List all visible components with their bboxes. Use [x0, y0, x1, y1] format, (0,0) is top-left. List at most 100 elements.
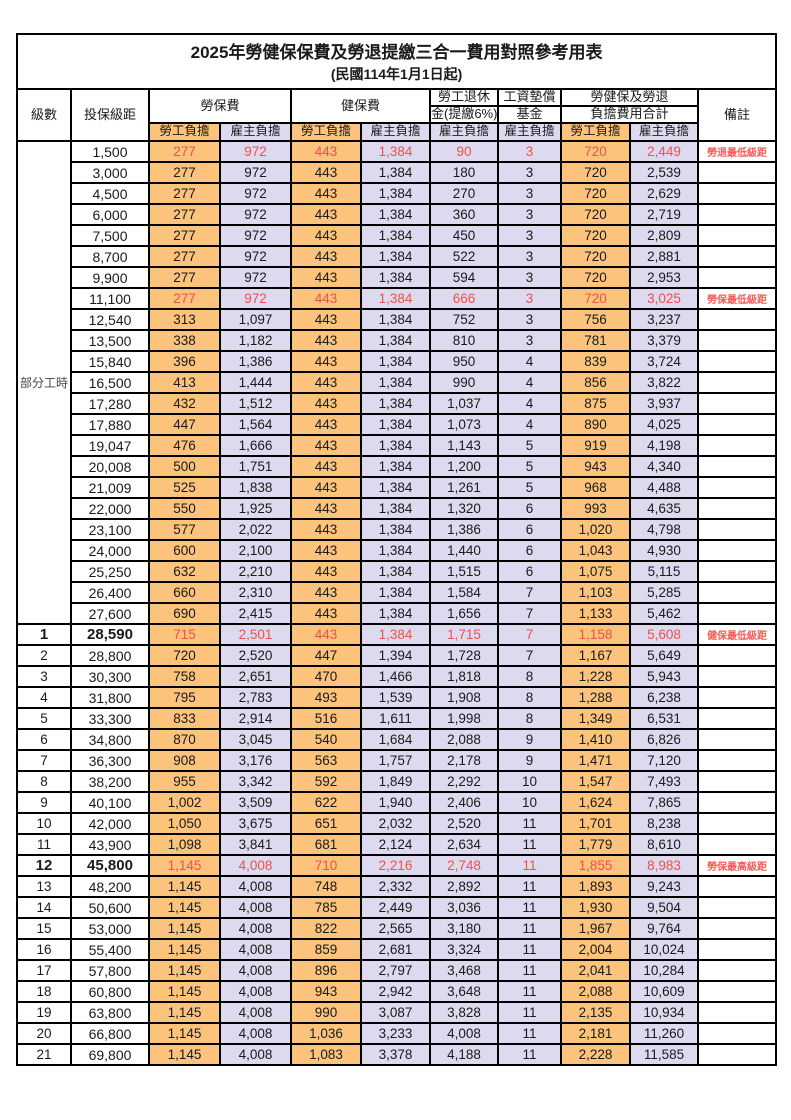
table-row: 13,500 338 1,182 443 1,384 810 3 781 3,379	[17, 329, 778, 352]
total-employee-cell: 720	[560, 266, 631, 289]
pension-employer-cell: 1,715	[429, 623, 499, 646]
labor-fee-employer-cell: 3,176	[219, 749, 292, 772]
wage-fund-employer-cell: 4	[497, 392, 562, 415]
bracket-cell: 36,300	[70, 749, 150, 772]
total-employer-cell: 4,340	[629, 455, 699, 478]
health-fee-employee-cell: 443	[290, 287, 362, 310]
labor-fee-employer-cell: 972	[219, 224, 292, 247]
remark-cell	[696, 728, 778, 751]
health-fee-employee-cell: 443	[290, 539, 362, 562]
bracket-cell: 55,400	[70, 938, 150, 961]
pension-employer-cell: 1,998	[429, 707, 499, 730]
pension-employer-cell: 1,656	[429, 602, 499, 625]
labor-fee-employee-cell: 690	[148, 602, 221, 625]
col-header-pension-line1: 勞工退休	[429, 88, 499, 107]
remark-cell	[696, 308, 778, 331]
health-fee-employer-cell: 2,942	[360, 980, 431, 1003]
page-title: 2025年勞健保保費及勞退提繳三合一費用對照參考用表	[190, 42, 603, 62]
labor-fee-employee-cell: 277	[148, 140, 221, 163]
health-fee-employer-cell: 1,384	[360, 623, 431, 646]
bracket-cell: 13,500	[70, 329, 150, 352]
total-employee-cell: 875	[560, 392, 631, 415]
labor-fee-employee-cell: 600	[148, 539, 221, 562]
health-fee-employer-cell: 2,565	[360, 917, 431, 940]
total-employee-cell: 1,855	[560, 854, 631, 877]
wage-fund-employer-cell: 10	[497, 791, 562, 814]
fee-reference-table: 2025年勞健保保費及勞退提繳三合一費用對照參考用表 (民國114年1月1日起)…	[15, 33, 778, 1066]
table-row: 9 40,100 1,002 3,509 622 1,940 2,406 10 1,624 7,8…	[16, 791, 778, 814]
remark-cell	[696, 161, 778, 184]
total-employer-cell: 2,629	[629, 182, 699, 205]
labor-fee-employee-cell: 660	[148, 581, 221, 604]
bracket-cell: 28,590	[70, 623, 150, 646]
part-time-label: 部分工時	[16, 140, 72, 625]
total-employer-cell: 6,238	[629, 686, 699, 709]
subheader-labor-employer: 雇主負擔	[219, 122, 292, 142]
labor-fee-employer-cell: 1,386	[219, 350, 292, 373]
health-fee-employer-cell: 1,384	[360, 161, 431, 184]
health-fee-employer-cell: 1,384	[360, 308, 431, 331]
table-row: 8,700 277 972 443 1,384 522 3 720 2,881	[17, 245, 778, 268]
health-fee-employee-cell: 651	[290, 812, 362, 835]
table-row: 19 63,800 1,145 4,008 990 3,087 3,828 11 2,135 10…	[16, 1001, 778, 1024]
fee-table-body: 部分工時 1,500 277 972 443 1,384 90 3 720 2,449 勞退最低級距…	[16, 140, 778, 1066]
health-fee-employee-cell: 443	[290, 308, 362, 331]
bracket-cell: 31,800	[70, 686, 150, 709]
total-employee-cell: 756	[560, 308, 631, 331]
level-cell: 14	[16, 896, 72, 919]
health-fee-employer-cell: 1,384	[360, 434, 431, 457]
table-row: 6,000 277 972 443 1,384 360 3 720 2,719	[17, 203, 778, 226]
remark-cell	[696, 476, 778, 499]
bracket-cell: 23,100	[70, 518, 150, 541]
total-employee-cell: 1,167	[560, 644, 631, 667]
level-cell: 4	[16, 686, 72, 709]
health-fee-employee-cell: 443	[290, 329, 362, 352]
total-employer-cell: 2,881	[629, 245, 699, 268]
health-fee-employee-cell: 516	[290, 707, 362, 730]
labor-fee-employee-cell: 955	[148, 770, 221, 793]
labor-fee-employee-cell: 632	[148, 560, 221, 583]
health-fee-employer-cell: 2,681	[360, 938, 431, 961]
health-fee-employee-cell: 443	[290, 518, 362, 541]
labor-fee-employee-cell: 1,145	[148, 980, 221, 1003]
labor-fee-employer-cell: 1,512	[219, 392, 292, 415]
table-row: 7 36,300 908 3,176 563 1,757 2,178 9 1,471 7,120	[16, 749, 778, 772]
labor-fee-employee-cell: 277	[148, 182, 221, 205]
level-cell: 6	[16, 728, 72, 751]
labor-fee-employer-cell: 1,925	[219, 497, 292, 520]
labor-fee-employer-cell: 972	[219, 182, 292, 205]
health-fee-employee-cell: 859	[290, 938, 362, 961]
health-fee-employer-cell: 1,384	[360, 476, 431, 499]
total-employer-cell: 7,120	[629, 749, 699, 772]
pension-employer-cell: 990	[429, 371, 499, 394]
total-employee-cell: 1,103	[560, 581, 631, 604]
wage-fund-employer-cell: 9	[497, 749, 562, 772]
pension-employer-cell: 360	[429, 203, 499, 226]
bracket-cell: 28,800	[70, 644, 150, 667]
bracket-cell: 57,800	[70, 959, 150, 982]
table-row: 3 30,300 758 2,651 470 1,466 1,818 8 1,228 5,943	[16, 665, 778, 688]
labor-fee-employer-cell: 3,509	[219, 791, 292, 814]
total-employee-cell: 2,041	[560, 959, 631, 982]
level-cell: 8	[16, 770, 72, 793]
col-header-total-line1: 勞健保及勞退	[560, 88, 699, 107]
table-row: 14 50,600 1,145 4,008 785 2,449 3,036 11 1,930 9,…	[16, 896, 778, 919]
labor-fee-employee-cell: 277	[148, 287, 221, 310]
labor-fee-employer-cell: 4,008	[219, 875, 292, 898]
pension-employer-cell: 810	[429, 329, 499, 352]
total-employer-cell: 8,610	[629, 833, 699, 856]
level-cell: 15	[16, 917, 72, 940]
labor-fee-employee-cell: 795	[148, 686, 221, 709]
wage-fund-employer-cell: 6	[497, 539, 562, 562]
total-employee-cell: 1,410	[560, 728, 631, 751]
health-fee-employee-cell: 1,083	[290, 1043, 362, 1066]
subheader-total-employee: 勞工負擔	[560, 122, 631, 142]
wage-fund-employer-cell: 6	[497, 518, 562, 541]
bracket-cell: 60,800	[70, 980, 150, 1003]
bracket-cell: 43,900	[70, 833, 150, 856]
pension-employer-cell: 1,073	[429, 413, 499, 436]
labor-fee-employer-cell: 2,914	[219, 707, 292, 730]
wage-fund-employer-cell: 8	[497, 665, 562, 688]
total-employee-cell: 720	[560, 287, 631, 310]
labor-fee-employee-cell: 413	[148, 371, 221, 394]
